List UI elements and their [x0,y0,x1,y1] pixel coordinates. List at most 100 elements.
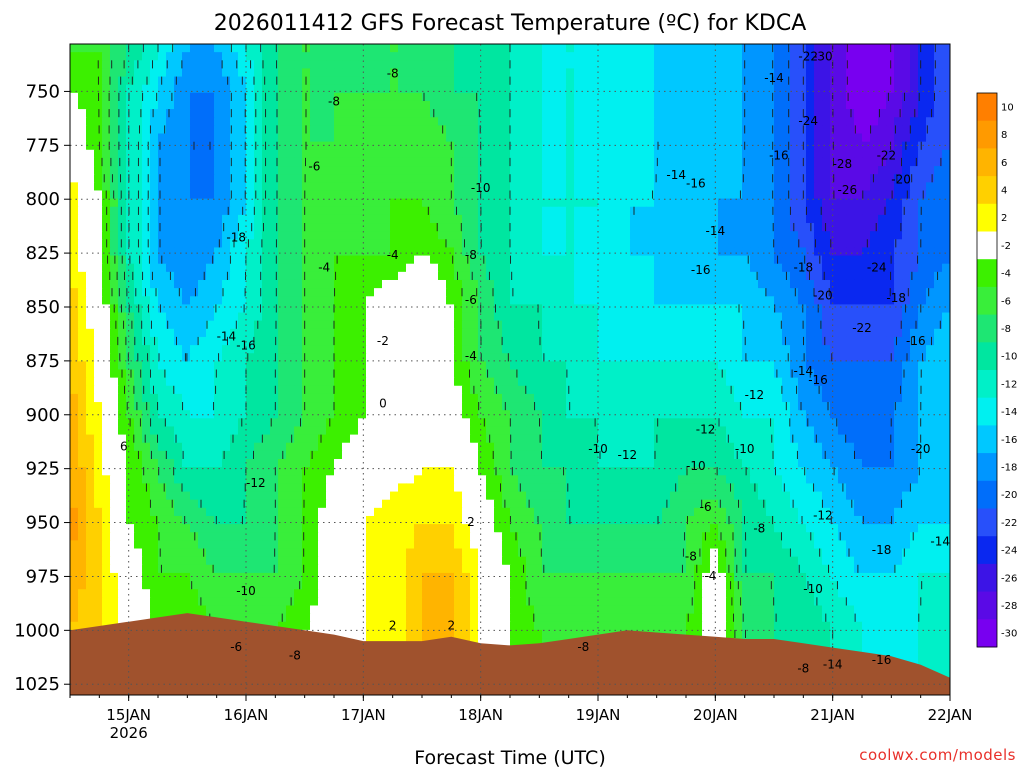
field-cell [902,76,911,86]
field-cell [694,92,703,102]
field-cell [126,223,135,232]
field-cell [494,52,503,61]
field-cell [134,328,143,338]
field-cell [702,52,711,61]
field-cell [126,92,135,102]
field-cell [710,312,719,322]
field-cell [414,76,423,86]
field-cell [126,271,135,281]
field-cell [486,206,495,216]
field-cell [390,68,399,78]
field-cell [166,288,175,297]
field-cell [190,214,199,224]
field-cell [814,369,823,379]
field-cell [774,166,783,175]
field-cell [470,149,479,159]
field-cell [478,255,487,265]
field-cell [654,117,663,126]
field-cell [382,385,391,395]
field-cell [326,109,335,118]
field-cell [118,296,127,305]
field-cell [654,157,663,167]
field-cell [670,133,679,143]
field-cell [198,312,207,322]
field-cell [358,369,367,379]
field-cell [646,312,655,322]
field-cell [270,304,279,314]
field-cell [150,109,159,118]
field-cell [446,174,455,183]
field-cell [622,296,631,305]
field-cell [438,182,447,192]
field-cell [374,214,383,224]
field-cell [782,279,791,289]
field-cell [702,336,711,346]
field-cell [374,377,383,387]
field-cell [758,377,767,387]
field-cell [446,402,455,411]
field-cell [294,174,303,183]
field-cell [494,312,503,322]
field-cell [774,345,783,354]
field-cell [590,149,599,159]
field-cell [174,125,183,135]
field-cell [502,402,511,411]
field-cell [878,247,887,257]
field-cell [246,44,255,53]
field-cell [862,279,871,289]
field-cell [94,214,103,224]
field-cell [622,214,631,224]
field-cell [446,117,455,126]
field-cell [886,109,895,118]
field-cell [934,92,943,102]
field-cell [278,52,287,61]
field-cell [118,149,127,159]
field-cell [446,214,455,224]
field-cell [790,255,799,265]
field-cell [462,239,471,249]
field-cell [582,149,591,159]
field-cell [110,214,119,224]
field-cell [350,369,359,379]
field-cell [166,190,175,200]
field-cell [126,149,135,159]
field-cell [86,182,95,192]
field-cell [654,393,663,403]
field-cell [222,336,231,346]
field-cell [662,141,671,151]
field-cell [286,402,295,411]
field-cell [814,76,823,86]
field-cell [86,328,95,338]
field-cell [134,255,143,265]
field-cell [798,166,807,175]
field-cell [758,312,767,322]
field-cell [454,92,463,102]
field-cell [758,263,767,273]
field-cell [574,174,583,183]
field-cell [622,60,631,70]
field-cell [190,369,199,379]
field-cell [942,279,950,289]
field-cell [870,149,879,159]
field-cell [158,223,167,232]
field-cell [286,214,295,224]
field-cell [182,304,191,314]
field-cell [166,52,175,61]
field-cell [782,288,791,297]
field-cell [174,60,183,70]
field-cell [694,84,703,94]
field-cell [446,239,455,249]
field-cell [558,231,567,240]
field-cell [206,279,215,289]
field-cell [134,369,143,379]
field-cell [358,255,367,265]
field-cell [206,117,215,126]
field-cell [118,166,127,175]
field-cell [798,190,807,200]
field-cell [774,141,783,151]
field-cell [454,133,463,143]
field-cell [78,44,87,53]
field-cell [246,361,255,371]
field-cell [846,247,855,257]
field-cell [854,44,863,53]
